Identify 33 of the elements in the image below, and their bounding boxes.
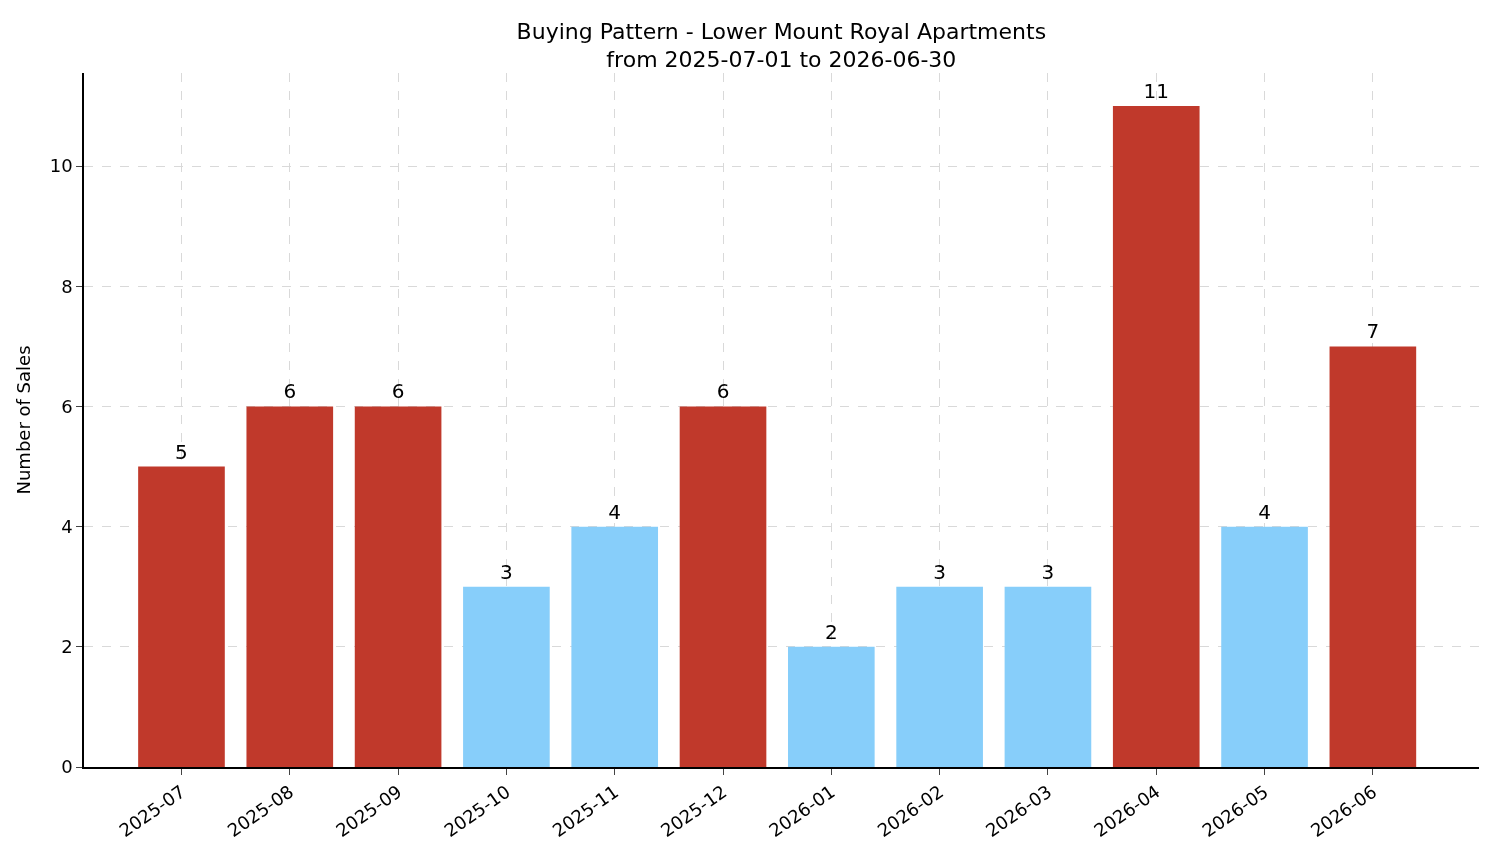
bar	[571, 526, 659, 767]
y-tick-label: 8	[61, 275, 73, 297]
data-label: 3	[500, 559, 513, 584]
data-label: 6	[716, 379, 730, 404]
chart-subtitle: from 2025-07-01 to 2026-06-30	[606, 47, 957, 73]
data-label: 2	[824, 619, 838, 644]
y-tick-label: 6	[61, 395, 73, 417]
chart-title: Buying Pattern - Lower Mount Royal Apartments	[516, 18, 1047, 44]
data-label: 7	[1366, 319, 1380, 344]
y-tick-label: 2	[61, 636, 73, 658]
bar	[1329, 346, 1417, 767]
y-axis-title: Number of Sales	[13, 345, 35, 495]
bar	[138, 466, 225, 767]
bar	[463, 586, 550, 767]
data-label: 3	[933, 559, 946, 584]
bar	[354, 406, 442, 767]
bar	[1221, 526, 1308, 767]
data-label: 5	[175, 439, 188, 464]
y-tick-label: 10	[49, 155, 73, 177]
data-label: 4	[1258, 499, 1271, 524]
bar	[788, 646, 875, 767]
y-tick-label: 4	[61, 515, 73, 537]
bar	[246, 406, 334, 767]
data-label: 6	[391, 379, 405, 404]
data-label: 3	[1041, 559, 1055, 584]
data-label: 11	[1143, 79, 1169, 104]
bar	[1112, 106, 1200, 767]
bar	[679, 406, 767, 767]
bar	[896, 586, 983, 767]
bar	[1004, 586, 1092, 767]
data-label: 6	[283, 379, 297, 404]
data-label: 4	[608, 499, 622, 524]
y-tick-label: 0	[61, 756, 73, 778]
